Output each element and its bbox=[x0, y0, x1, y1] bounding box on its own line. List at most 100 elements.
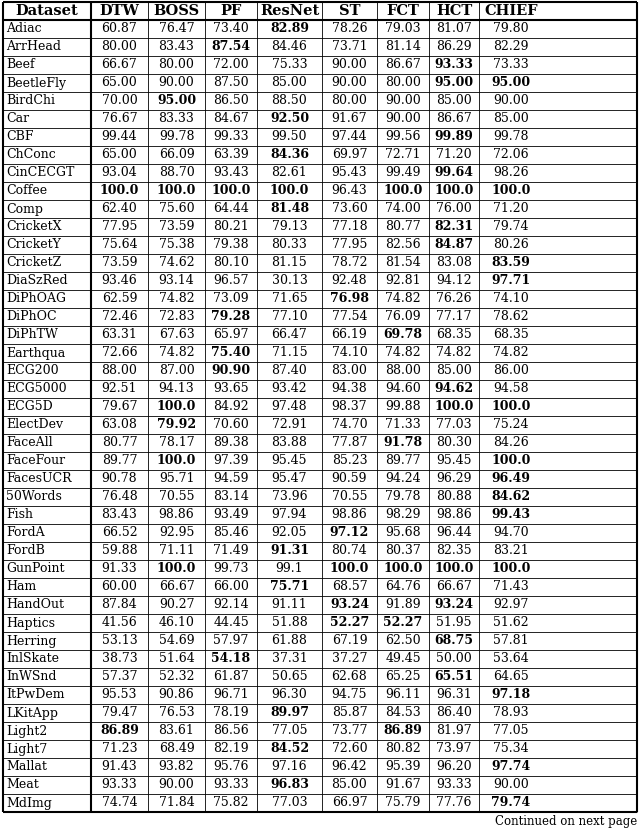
Text: 84.46: 84.46 bbox=[271, 41, 307, 53]
Text: InWSnd: InWSnd bbox=[6, 671, 56, 684]
Text: MdImg: MdImg bbox=[6, 797, 52, 809]
Text: 84.92: 84.92 bbox=[213, 401, 249, 413]
Text: 91.89: 91.89 bbox=[385, 599, 421, 611]
Text: 80.33: 80.33 bbox=[271, 239, 307, 251]
Text: 61.87: 61.87 bbox=[213, 671, 249, 684]
Text: 71.15: 71.15 bbox=[272, 347, 307, 360]
Text: 96.44: 96.44 bbox=[436, 527, 472, 539]
Text: 100.0: 100.0 bbox=[435, 401, 474, 413]
Text: 91.78: 91.78 bbox=[383, 437, 422, 449]
Text: Beef: Beef bbox=[6, 58, 35, 72]
Text: 90.00: 90.00 bbox=[332, 77, 367, 89]
Text: 97.12: 97.12 bbox=[330, 527, 369, 539]
Text: 98.86: 98.86 bbox=[436, 509, 472, 522]
Text: Light2: Light2 bbox=[6, 725, 47, 737]
Text: 80.30: 80.30 bbox=[436, 437, 472, 449]
Text: 50.00: 50.00 bbox=[436, 652, 472, 665]
Text: 68.75: 68.75 bbox=[435, 635, 474, 647]
Text: DiPhOC: DiPhOC bbox=[6, 311, 56, 323]
Text: DiPhTW: DiPhTW bbox=[6, 328, 58, 342]
Text: 68.49: 68.49 bbox=[159, 742, 195, 756]
Text: 79.80: 79.80 bbox=[493, 23, 529, 36]
Text: 76.47: 76.47 bbox=[159, 23, 195, 36]
Text: 57.37: 57.37 bbox=[102, 671, 137, 684]
Text: 53.13: 53.13 bbox=[102, 635, 138, 647]
Text: 100.0: 100.0 bbox=[330, 563, 369, 575]
Text: 90.00: 90.00 bbox=[385, 94, 421, 108]
Text: 51.62: 51.62 bbox=[493, 616, 529, 630]
Text: GunPoint: GunPoint bbox=[6, 563, 65, 575]
Text: 98.86: 98.86 bbox=[159, 509, 195, 522]
Text: 75.40: 75.40 bbox=[211, 347, 251, 360]
Text: 66.52: 66.52 bbox=[102, 527, 138, 539]
Text: 95.00: 95.00 bbox=[435, 77, 474, 89]
Text: 80.00: 80.00 bbox=[385, 77, 421, 89]
Text: 71.84: 71.84 bbox=[159, 797, 195, 809]
Text: 83.61: 83.61 bbox=[159, 725, 195, 737]
Text: 62.40: 62.40 bbox=[102, 203, 138, 215]
Text: FaceFour: FaceFour bbox=[6, 454, 65, 468]
Text: 73.96: 73.96 bbox=[272, 490, 307, 504]
Text: 99.49: 99.49 bbox=[385, 166, 420, 180]
Text: 82.19: 82.19 bbox=[213, 742, 249, 756]
Text: 84.87: 84.87 bbox=[435, 239, 474, 251]
Text: 94.38: 94.38 bbox=[332, 382, 367, 396]
Text: 65.51: 65.51 bbox=[435, 671, 474, 684]
Text: Light7: Light7 bbox=[6, 742, 47, 756]
Text: ItPwDem: ItPwDem bbox=[6, 689, 65, 701]
Text: 73.40: 73.40 bbox=[213, 23, 249, 36]
Text: 92.97: 92.97 bbox=[493, 599, 529, 611]
Text: FordB: FordB bbox=[6, 544, 45, 558]
Text: 96.20: 96.20 bbox=[436, 761, 472, 773]
Text: 71.65: 71.65 bbox=[272, 292, 307, 306]
Text: 96.42: 96.42 bbox=[332, 761, 367, 773]
Text: 70.00: 70.00 bbox=[102, 94, 138, 108]
Text: 75.71: 75.71 bbox=[270, 580, 309, 594]
Text: 79.28: 79.28 bbox=[211, 311, 251, 323]
Text: 81.14: 81.14 bbox=[385, 41, 421, 53]
Text: 85.00: 85.00 bbox=[271, 77, 307, 89]
Text: 49.45: 49.45 bbox=[385, 652, 421, 665]
Text: 74.82: 74.82 bbox=[159, 347, 195, 360]
Text: 88.00: 88.00 bbox=[102, 365, 138, 377]
Text: 75.33: 75.33 bbox=[272, 58, 307, 72]
Text: 93.33: 93.33 bbox=[213, 778, 249, 792]
Text: 72.60: 72.60 bbox=[332, 742, 367, 756]
Text: 100.0: 100.0 bbox=[270, 185, 309, 198]
Text: 71.20: 71.20 bbox=[493, 203, 529, 215]
Text: 100.0: 100.0 bbox=[383, 563, 422, 575]
Text: 96.11: 96.11 bbox=[385, 689, 421, 701]
Text: 94.24: 94.24 bbox=[385, 473, 421, 485]
Text: 80.74: 80.74 bbox=[332, 544, 367, 558]
Text: CinCECGT: CinCECGT bbox=[6, 166, 74, 180]
Text: ECG200: ECG200 bbox=[6, 365, 59, 377]
Text: BOSS: BOSS bbox=[154, 4, 200, 18]
Text: 72.71: 72.71 bbox=[385, 149, 420, 161]
Text: 76.48: 76.48 bbox=[102, 490, 138, 504]
Text: 82.35: 82.35 bbox=[436, 544, 472, 558]
Text: 96.31: 96.31 bbox=[436, 689, 472, 701]
Text: 79.13: 79.13 bbox=[272, 220, 307, 234]
Text: 97.18: 97.18 bbox=[492, 689, 531, 701]
Text: 99.1: 99.1 bbox=[276, 563, 303, 575]
Text: 77.10: 77.10 bbox=[272, 311, 307, 323]
Text: LKitApp: LKitApp bbox=[6, 706, 58, 720]
Text: 93.33: 93.33 bbox=[102, 778, 138, 792]
Text: 62.59: 62.59 bbox=[102, 292, 137, 306]
Text: 62.50: 62.50 bbox=[385, 635, 421, 647]
Text: 76.26: 76.26 bbox=[436, 292, 472, 306]
Text: 78.72: 78.72 bbox=[332, 256, 367, 270]
Text: 41.56: 41.56 bbox=[102, 616, 138, 630]
Text: 85.23: 85.23 bbox=[332, 454, 367, 468]
Text: 74.74: 74.74 bbox=[102, 797, 138, 809]
Text: 74.10: 74.10 bbox=[493, 292, 529, 306]
Text: 100.0: 100.0 bbox=[157, 185, 196, 198]
Text: 75.82: 75.82 bbox=[213, 797, 249, 809]
Text: 92.48: 92.48 bbox=[332, 275, 367, 287]
Text: 94.13: 94.13 bbox=[159, 382, 195, 396]
Text: 70.55: 70.55 bbox=[332, 490, 367, 504]
Text: 93.04: 93.04 bbox=[102, 166, 138, 180]
Text: 93.14: 93.14 bbox=[159, 275, 195, 287]
Text: 73.60: 73.60 bbox=[332, 203, 367, 215]
Text: 93.43: 93.43 bbox=[213, 166, 249, 180]
